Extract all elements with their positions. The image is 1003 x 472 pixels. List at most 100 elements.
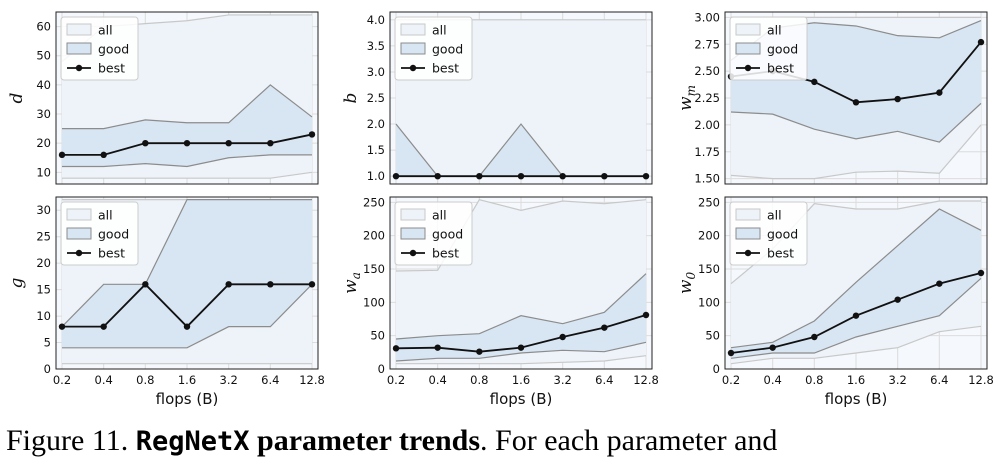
all-lower-edge: [62, 171, 313, 179]
y-tick-label: 1.50: [694, 172, 720, 186]
best-point: [392, 345, 400, 352]
best-point: [308, 281, 316, 288]
best-point: [559, 172, 566, 180]
x-tick-label: 0.8: [136, 373, 154, 387]
y-axis-label-base: g: [7, 277, 27, 288]
y-tick-label: 2.5: [367, 91, 385, 105]
y-tick-label: 2.00: [694, 118, 720, 132]
good-band: [62, 199, 312, 348]
y-tick-label: 20: [36, 256, 51, 270]
best-point: [308, 131, 316, 138]
x-tick-label: 3.2: [889, 373, 907, 387]
caption-title-rest: parameter trends: [257, 424, 481, 457]
good-lower-edge: [62, 283, 313, 349]
y-tick-label: 3.0: [367, 65, 385, 79]
y-axis-label: g: [7, 277, 27, 288]
y-tick-label: 50: [370, 329, 385, 343]
y-tick-label: 200: [363, 229, 385, 243]
x-tick-label: 3.2: [220, 373, 238, 387]
x-tick-label: 12.8: [299, 373, 325, 387]
legend-label-all: all: [432, 23, 447, 38]
legend-label-good: good: [98, 42, 129, 57]
best-point: [769, 344, 776, 351]
best-point: [852, 99, 860, 106]
good-upper-edge: [395, 273, 647, 340]
y-tick-label: 0: [44, 362, 51, 376]
x-tick-label: 1.6: [178, 373, 196, 387]
x-tick-label: 0.2: [53, 373, 71, 387]
subplot-w-m: 1.50 1.75 2.00 2.25 2.50 2.75 3.00 wm all good bes…: [676, 10, 988, 186]
y-tick-label: 1.0: [367, 169, 385, 183]
good-lower-edge: [730, 277, 982, 359]
best-point: [601, 172, 608, 180]
y-tick-label: 0: [713, 362, 720, 376]
y-axis-label-base: w: [676, 279, 696, 294]
best-point: [267, 139, 274, 147]
y-tick-label: 50: [705, 329, 720, 343]
axes-frame: [389, 11, 653, 185]
legend-label-best: best: [98, 246, 125, 261]
axes-frame: [389, 196, 653, 370]
legend-swatch-all: [400, 23, 426, 36]
y-tick-label: 30: [36, 107, 51, 121]
good-upper-edge: [730, 208, 982, 349]
all-upper-edge: [395, 198, 647, 272]
legend-swatch-good: [400, 42, 426, 55]
axes-frame: [724, 196, 988, 370]
y-tick-label: 0: [378, 362, 385, 376]
figure-svg: 102030405060dallgoodbest1.01.52.02.53.03…: [7, 10, 994, 408]
subplot-w-0: 0 50 100 150 200 250 0.2 0.4 0.8 1.6 3.2 6.4 12.8 flo…: [676, 195, 994, 408]
legend-swatch-best-marker: [75, 249, 83, 257]
legend-label-good: good: [98, 227, 129, 242]
legend-label-best: best: [767, 61, 794, 76]
y-tick-label: 250: [363, 195, 385, 209]
y-axis-label: w0: [676, 272, 698, 295]
legend-swatch-good: [66, 42, 92, 55]
subplot-g: 0 5 10 15 20 25 30 0.2 0.4 0.8 1.6 3.2 6.4 12.8 flops …: [7, 196, 325, 408]
subplot-w-a: 0 50 100 150 200 250 0.2 0.4 0.8 1.6 3.2 6.4 12.8 flo…: [341, 195, 659, 408]
good-upper-edge: [62, 84, 313, 130]
legend-swatch-good: [66, 227, 92, 240]
legend-swatch-all: [66, 23, 92, 36]
figure-caption: Figure 11. RegNetX parameter trends. For…: [0, 410, 1003, 472]
y-axis-label: b: [341, 93, 361, 104]
y-tick-label: 100: [698, 295, 720, 309]
legend: all good best: [60, 16, 139, 81]
best-point: [434, 344, 441, 351]
legend-swatch-good: [400, 227, 426, 240]
best-point: [183, 139, 191, 147]
y-axis-label-subscript: a: [349, 272, 363, 279]
axes-frame: [55, 196, 319, 370]
legend-swatch-best-marker: [744, 64, 752, 72]
x-tick-label: 6.4: [930, 373, 948, 387]
x-tick-label: 3.2: [554, 373, 572, 387]
legend-swatch-best-marker: [75, 64, 83, 72]
legend: all good best: [394, 201, 473, 266]
best-point: [100, 151, 107, 159]
best-point: [894, 296, 901, 303]
caption-text: . For each parameter and: [480, 424, 778, 457]
y-tick-label: 30: [36, 203, 51, 217]
subplot-b: 1.0 1.5 2.0 2.5 3.0 3.5 4.0 b all good best: [341, 11, 653, 185]
best-point: [58, 151, 66, 159]
legend-swatch-best-marker: [744, 249, 752, 257]
best-point: [977, 269, 985, 277]
best-point: [811, 333, 818, 341]
good-upper-edge: [61, 199, 312, 328]
y-tick-label: 10: [36, 165, 51, 179]
best-point: [225, 281, 232, 288]
y-tick-label: 40: [36, 78, 51, 92]
y-tick-label: 150: [363, 262, 385, 276]
y-axis-label-base: d: [7, 92, 27, 103]
x-tick-label: 0.4: [95, 373, 113, 387]
legend-label-good: good: [432, 42, 463, 57]
y-tick-label: 150: [698, 262, 720, 276]
x-tick-label: 6.4: [261, 373, 279, 387]
best-point: [727, 349, 735, 357]
caption-prefix: Figure 11.: [6, 424, 129, 457]
best-point: [267, 281, 274, 288]
best-point: [642, 311, 650, 319]
best-point: [183, 323, 191, 330]
legend: all good best: [729, 16, 808, 81]
legend-swatch-all: [66, 208, 92, 221]
